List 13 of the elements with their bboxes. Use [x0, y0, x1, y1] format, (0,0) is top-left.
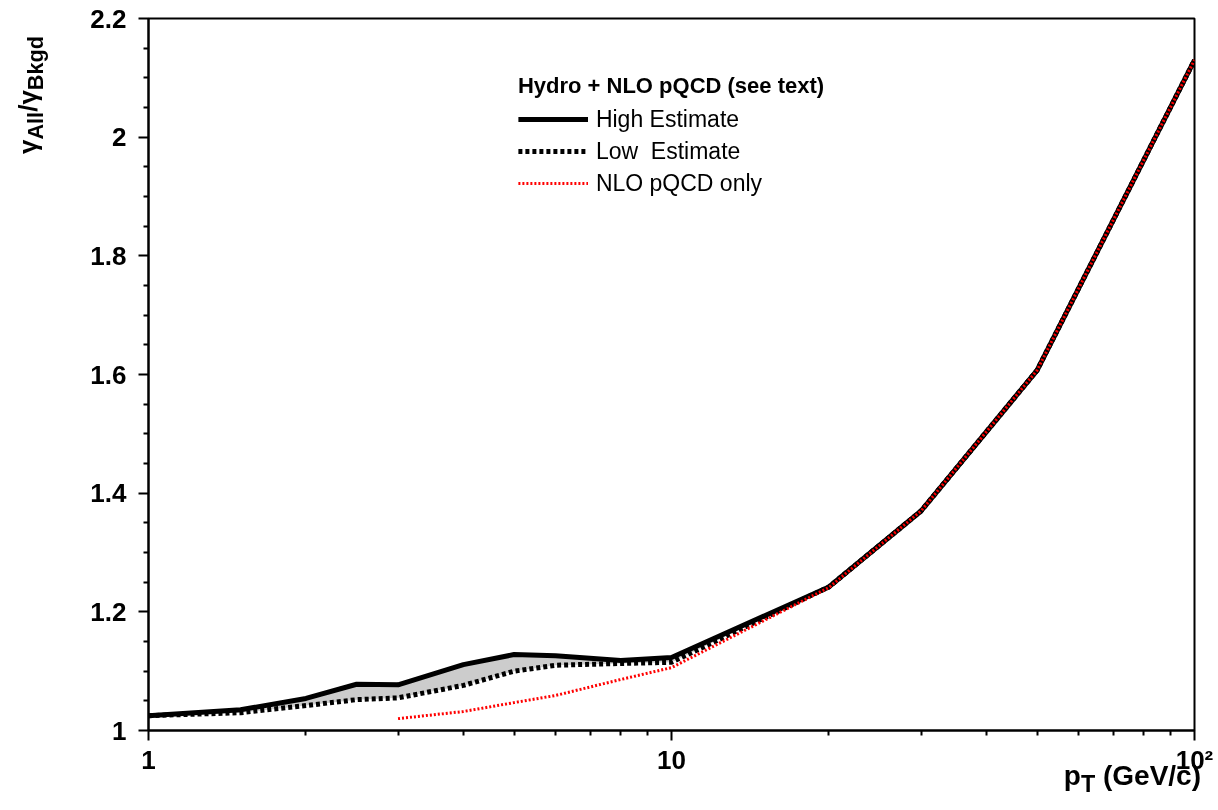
legend-label: Low Estimate [595, 136, 741, 166]
legend-label: NLO pQCD only [595, 168, 763, 198]
legend-title: Hydro + NLO pQCD (see text) [517, 73, 825, 99]
legend-label: High Estimate [595, 104, 740, 134]
y-tick-label: 1.2 [90, 596, 127, 627]
y-tick-label: 2.2 [90, 3, 127, 34]
x-tick-label: 10 [657, 744, 686, 775]
y-tick-label: 1 [112, 715, 127, 746]
y-tick-label: 1.6 [90, 359, 127, 390]
x-tick-label: 1 [141, 744, 156, 775]
y-tick-label: 1.4 [90, 478, 128, 509]
y-tick-label: 1.8 [90, 240, 127, 271]
y-tick-label: 2 [112, 122, 127, 153]
